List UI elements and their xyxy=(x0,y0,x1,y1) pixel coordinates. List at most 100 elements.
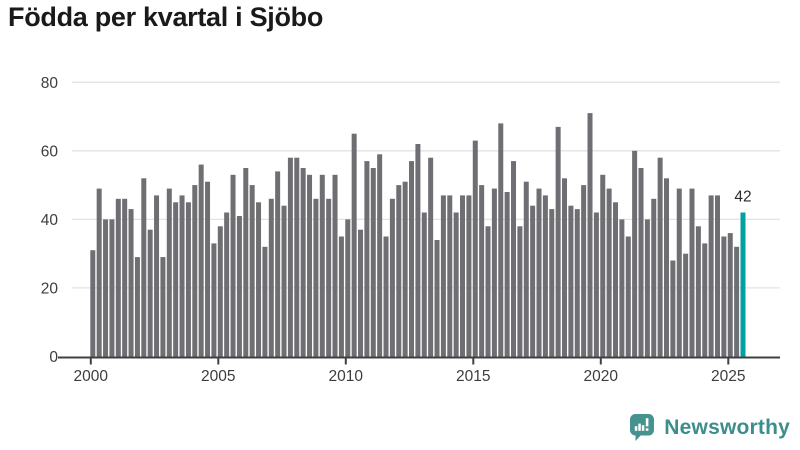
bar xyxy=(402,181,408,358)
bar xyxy=(632,150,638,358)
bar xyxy=(345,219,351,358)
bar xyxy=(657,157,663,358)
bar xyxy=(689,188,695,358)
bar xyxy=(555,126,561,358)
bar xyxy=(581,185,587,358)
bar xyxy=(523,181,529,358)
bar xyxy=(644,219,650,358)
bar xyxy=(466,195,472,358)
y-tick-label: 0 xyxy=(49,349,58,366)
bar xyxy=(173,202,179,358)
bar xyxy=(619,219,625,358)
bar xyxy=(319,174,325,358)
y-tick-label: 20 xyxy=(41,280,59,297)
bar xyxy=(396,185,402,358)
bar xyxy=(154,195,160,358)
bar xyxy=(600,174,606,358)
bar xyxy=(440,195,446,358)
bar xyxy=(217,226,223,358)
bar xyxy=(568,205,574,358)
bar xyxy=(122,198,128,358)
bar xyxy=(326,198,332,358)
bar xyxy=(415,144,421,358)
bar xyxy=(160,257,166,358)
bar xyxy=(453,212,459,358)
bar xyxy=(479,185,485,358)
newsworthy-logo-icon xyxy=(630,414,655,441)
bar xyxy=(281,205,287,358)
x-tick-label: 2015 xyxy=(456,368,490,385)
bar xyxy=(651,198,657,358)
bar xyxy=(593,212,599,358)
bar xyxy=(198,164,204,358)
bar xyxy=(421,212,427,358)
bar xyxy=(606,188,612,358)
bar xyxy=(294,157,300,358)
bar xyxy=(351,133,357,358)
bar xyxy=(683,253,689,358)
x-tick-label: 2025 xyxy=(711,368,745,385)
bar xyxy=(275,171,281,358)
bar xyxy=(287,157,293,358)
bar xyxy=(249,185,255,358)
bar xyxy=(504,192,510,358)
bar xyxy=(562,178,568,358)
highlight-bar xyxy=(740,212,746,358)
chart-title: Födda per kvartal i Sjöbo xyxy=(8,2,324,32)
bar xyxy=(472,140,478,358)
bar xyxy=(211,243,217,358)
bar xyxy=(638,168,644,358)
bar xyxy=(447,195,453,358)
bar xyxy=(364,161,370,358)
bar xyxy=(370,168,376,358)
y-tick-label: 80 xyxy=(41,75,59,92)
x-tick-label: 2020 xyxy=(584,368,619,385)
bar xyxy=(389,198,395,358)
bar xyxy=(708,195,714,358)
bar xyxy=(90,250,96,358)
x-tick-label: 2005 xyxy=(201,368,235,385)
bar xyxy=(434,240,440,358)
bar xyxy=(511,161,517,358)
bar xyxy=(625,236,631,358)
bar xyxy=(727,233,733,358)
bar xyxy=(613,202,619,358)
newsworthy-logo-text: Newsworthy xyxy=(664,415,790,439)
bar xyxy=(300,168,306,358)
bar xyxy=(377,154,383,358)
bar xyxy=(256,202,262,358)
bar xyxy=(332,174,338,358)
bar xyxy=(460,195,466,358)
bar xyxy=(147,229,153,358)
bar xyxy=(96,188,102,358)
bar xyxy=(702,243,708,358)
bar xyxy=(313,198,319,358)
bar xyxy=(243,168,249,358)
bar xyxy=(103,219,109,358)
bar xyxy=(230,174,236,358)
bar xyxy=(338,236,344,358)
bar xyxy=(695,226,701,358)
y-tick-label: 60 xyxy=(41,143,59,160)
bar xyxy=(670,260,676,358)
bar xyxy=(268,198,274,358)
bar xyxy=(166,188,172,358)
bar xyxy=(134,257,140,358)
bar xyxy=(307,174,313,358)
bar xyxy=(549,209,555,358)
bar xyxy=(224,212,230,358)
bar xyxy=(664,178,669,358)
bar xyxy=(676,188,682,358)
bar xyxy=(141,178,147,358)
bar xyxy=(428,157,434,358)
x-tick-label: 2010 xyxy=(329,368,364,385)
bar xyxy=(530,205,536,358)
bar xyxy=(485,226,491,358)
bar xyxy=(409,161,415,358)
bar xyxy=(179,195,185,358)
bar xyxy=(721,236,727,358)
bar xyxy=(715,195,720,358)
bar xyxy=(262,246,268,358)
x-tick-label: 2000 xyxy=(74,368,109,385)
